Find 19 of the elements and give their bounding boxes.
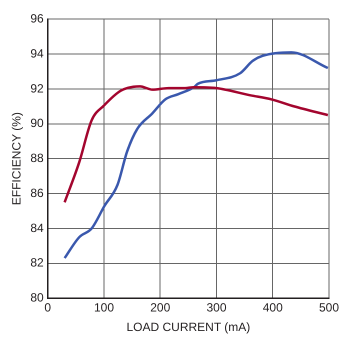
x-tick-label: 100	[94, 300, 114, 315]
y-tick-label: 80	[30, 290, 44, 305]
line-series	[63, 85, 329, 204]
y-tick-label: 86	[30, 186, 44, 200]
x-tick-label: 200	[150, 300, 171, 315]
x-tick-label: 400	[262, 300, 284, 315]
x-tick-label: 0	[44, 300, 52, 315]
x-tick-label: 300	[206, 300, 227, 315]
y-tick-label: 94	[30, 46, 44, 60]
x-tick-label: 500	[318, 300, 340, 315]
line-series	[63, 51, 329, 260]
y-tick-label: 84	[30, 220, 44, 235]
y-tick-label: 82	[30, 256, 44, 270]
x-axis-title: LOAD CURRENT (mA)	[126, 320, 250, 334]
y-axis-title: EFFICIENCY (%)	[10, 112, 24, 206]
y-tick-label: 88	[30, 151, 44, 166]
y-tick-label: 92	[30, 81, 44, 96]
y-tick-label: 96	[30, 12, 44, 26]
y-tick-label: 90	[30, 116, 44, 130]
